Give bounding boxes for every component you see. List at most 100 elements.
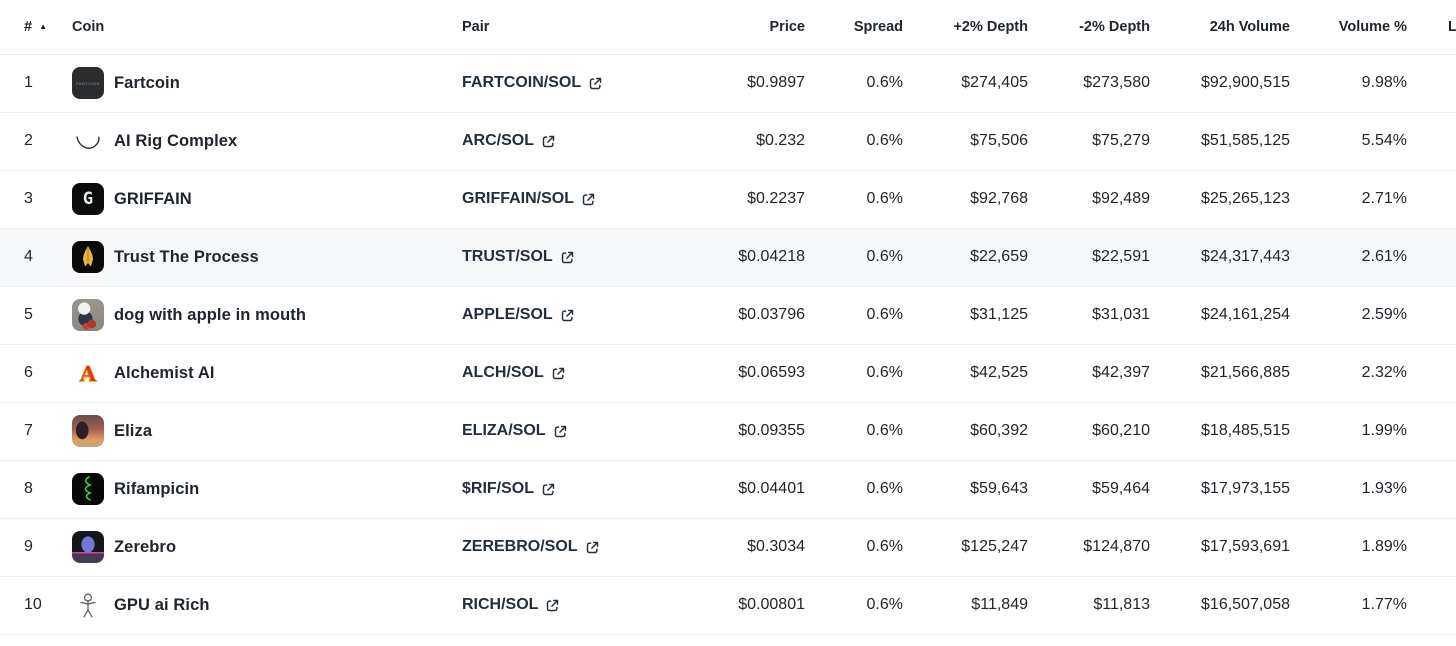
pair-label: GRIFFAIN/SOL: [462, 190, 574, 207]
coin-row[interactable]: 3 G GRIFFAIN GRIFFAIN/SOL $0.2237 0.6% $…: [0, 170, 1456, 229]
pair-link[interactable]: GRIFFAIN/SOL: [458, 190, 596, 208]
coin-row[interactable]: 9 Zerebro ZEREBRO/SOL $0.3034 0.6% $125,…: [0, 518, 1456, 577]
spread-cell: 0.6%: [805, 344, 903, 403]
spread-cell: 0.6%: [805, 170, 903, 229]
pair-link[interactable]: ARC/SOL: [458, 132, 556, 150]
price-cell: $0.04218: [702, 228, 805, 287]
volume-pct-cell: 2.32%: [1290, 344, 1407, 403]
spread-cell: 0.6%: [805, 286, 903, 345]
header-coin[interactable]: Coin: [48, 0, 458, 55]
coin-row[interactable]: 4 Trust The Process TRUST/SOL $0.04218 0…: [0, 228, 1456, 287]
header-minus2-depth[interactable]: -2% Depth: [1028, 0, 1150, 55]
coin-cell[interactable]: Trust The Process: [48, 228, 458, 287]
header-price[interactable]: Price: [702, 0, 805, 55]
header-rank[interactable]: # ▲: [0, 0, 48, 55]
coin-name: GPU ai Rich: [114, 595, 210, 614]
plus2-depth-cell: $11,849: [903, 576, 1028, 635]
sort-ascending-icon: ▲: [39, 21, 47, 31]
plus2-depth-cell: $125,247: [903, 518, 1028, 577]
griffain-g-glyph: G: [82, 188, 94, 209]
coin-row[interactable]: 10 GPU ai Rich RICH/SOL $0.00801 0.6% $1…: [0, 576, 1456, 635]
external-link-icon: [542, 483, 555, 495]
coin-name: Rifampicin: [114, 479, 200, 498]
spread-cell: 0.6%: [805, 518, 903, 577]
header-pair[interactable]: Pair: [458, 0, 702, 55]
rank-cell: 1: [0, 54, 48, 113]
external-link-icon: [547, 599, 559, 611]
coin-cell[interactable]: FARTCOIN Fartcoin: [48, 54, 458, 113]
pair-link[interactable]: APPLE/SOL: [458, 306, 575, 324]
pair-label: FARTCOIN/SOL: [462, 74, 582, 91]
pair-link[interactable]: $RIF/SOL: [458, 480, 556, 498]
pair-cell: FARTCOIN/SOL: [458, 54, 702, 113]
header-24h-volume[interactable]: 24h Volume: [1150, 0, 1290, 55]
rank-number: 7: [24, 422, 33, 439]
spread-cell: 0.6%: [805, 54, 903, 113]
coin-cell[interactable]: AI Rig Complex: [48, 112, 458, 171]
coin-name: Alchemist AI: [114, 363, 215, 382]
coin-cell[interactable]: G GRIFFAIN: [48, 170, 458, 229]
rank-cell: 10: [0, 576, 48, 635]
coin-name: Eliza: [114, 421, 153, 440]
partial-cell: [1407, 112, 1456, 171]
pair-link[interactable]: ELIZA/SOL: [458, 422, 568, 440]
rank-cell: 3: [0, 170, 48, 229]
minus2-depth-cell: $31,031: [1028, 286, 1150, 345]
coin-row[interactable]: 8 Rifampicin $RIF/SOL $0.04401 0.6% $59,…: [0, 460, 1456, 519]
coin-row[interactable]: 2 AI Rig Complex ARC/SOL $0.232 0.6% $75…: [0, 112, 1456, 171]
trust-the-process-icon: [72, 241, 104, 273]
rank-number: 1: [24, 74, 33, 91]
spread-cell: 0.6%: [805, 402, 903, 461]
rank-cell: 4: [0, 228, 48, 287]
price-cell: $0.9897: [702, 54, 805, 113]
header-spread[interactable]: Spread: [805, 0, 903, 55]
volume-pct-cell: 2.71%: [1290, 170, 1407, 229]
pair-link[interactable]: FARTCOIN/SOL: [458, 74, 603, 92]
external-link-icon: [586, 541, 598, 553]
rank-cell: 2: [0, 112, 48, 171]
plus2-depth-cell: $22,659: [903, 228, 1028, 287]
alchemist-ai-icon: A: [72, 357, 104, 389]
pair-label: $RIF/SOL: [462, 480, 535, 497]
coin-cell[interactable]: GPU ai Rich: [48, 576, 458, 635]
pair-cell: ELIZA/SOL: [458, 402, 702, 461]
plus2-depth-cell: $92,768: [903, 170, 1028, 229]
pair-cell: ZEREBRO/SOL: [458, 518, 702, 577]
plus2-depth-cell: $75,506: [903, 112, 1028, 171]
volume-pct-cell: 9.98%: [1290, 54, 1407, 113]
coin-name: Fartcoin: [114, 73, 180, 92]
price-cell: $0.09355: [702, 402, 805, 461]
header-volume-pct[interactable]: Volume %: [1290, 0, 1407, 55]
coin-cell[interactable]: dog with apple in mouth: [48, 286, 458, 345]
coin-row[interactable]: 7 Eliza ELIZA/SOL $0.09355 0.6% $60,392 …: [0, 402, 1456, 461]
coin-row[interactable]: 1 FARTCOIN Fartcoin FARTCOIN/SOL $0.9897…: [0, 54, 1456, 113]
coin-row[interactable]: 5 dog with apple in mouth APPLE/SOL $0.0…: [0, 286, 1456, 345]
pair-link[interactable]: TRUST/SOL: [458, 248, 575, 266]
pair-label: APPLE/SOL: [462, 306, 553, 323]
rank-number: 4: [24, 248, 33, 265]
coin-name: AI Rig Complex: [114, 131, 238, 150]
header-plus2-depth[interactable]: +2% Depth: [903, 0, 1028, 55]
pair-link[interactable]: RICH/SOL: [458, 596, 560, 614]
pair-link[interactable]: ALCH/SOL: [458, 364, 566, 382]
external-link-icon: [561, 251, 573, 263]
fartcoin-label: FARTCOIN: [76, 80, 100, 86]
volume-pct-cell: 1.99%: [1290, 402, 1407, 461]
minus2-depth-cell: $124,870: [1028, 518, 1150, 577]
pair-link[interactable]: ZEREBRO/SOL: [458, 538, 600, 556]
external-link-icon: [552, 367, 564, 379]
coin-cell[interactable]: Zerebro: [48, 518, 458, 577]
header-liquidity-partial[interactable]: L: [1407, 0, 1456, 55]
volume-24h-cell: $24,161,254: [1150, 286, 1290, 345]
coin-cell[interactable]: Eliza: [48, 402, 458, 461]
price-cell: $0.232: [702, 112, 805, 171]
volume-24h-cell: $16,507,058: [1150, 576, 1290, 635]
pair-cell: RICH/SOL: [458, 576, 702, 635]
coin-cell[interactable]: Rifampicin: [48, 460, 458, 519]
volume-pct-cell: 1.93%: [1290, 460, 1407, 519]
minus2-depth-cell: $273,580: [1028, 54, 1150, 113]
coin-cell[interactable]: A Alchemist AI: [48, 344, 458, 403]
coin-row[interactable]: 6 A Alchemist AI ALCH/SOL $0.06593 0.6% …: [0, 344, 1456, 403]
price-cell: $0.3034: [702, 518, 805, 577]
